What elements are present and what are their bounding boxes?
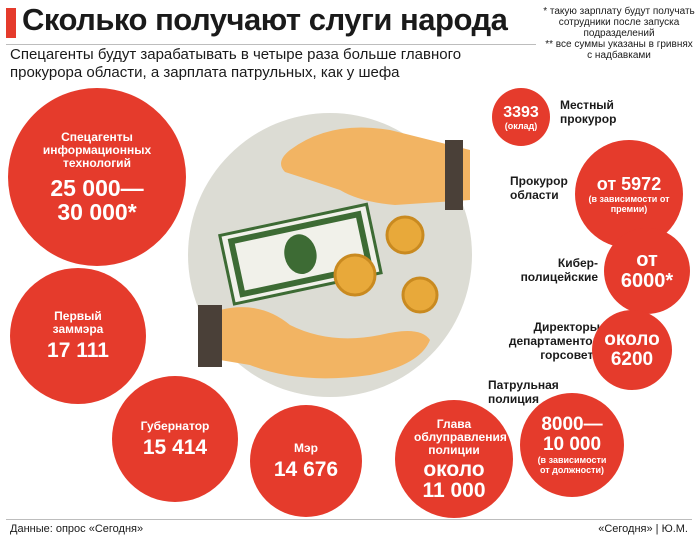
title-accent-bar bbox=[6, 8, 16, 38]
cyber-police-value-1: от bbox=[636, 249, 658, 271]
cyber-police-label: Кибер-полицейские bbox=[520, 256, 598, 284]
governor-label: Губернатор bbox=[140, 418, 210, 433]
circle-regional-police-chief: Глава облуправления полиции около 11 000 bbox=[395, 400, 513, 518]
banknote-emblem bbox=[284, 234, 317, 275]
patrol-police-value-1: 8000— bbox=[541, 414, 603, 435]
regional-police-chief-value-1: около bbox=[423, 457, 485, 481]
upper-sleeve bbox=[445, 140, 463, 210]
special-agents-value-1: 25 000— bbox=[50, 174, 144, 201]
patrol-police-value-2: 10 000 bbox=[542, 434, 602, 455]
city-directors-value-1: около bbox=[604, 329, 660, 350]
lower-hand-shape bbox=[220, 307, 430, 379]
special-agents-label: Спецагенты информационных технологий bbox=[42, 129, 152, 170]
footnote-1: * такую зарплату будут получать сотрудни… bbox=[543, 6, 695, 39]
circle-city-directors: около 6200 bbox=[592, 310, 672, 390]
cyber-police-value-2: 6000* bbox=[620, 270, 674, 292]
local-prosecutor-sub: (оклад) bbox=[504, 120, 538, 131]
local-prosecutor-label: Местный прокурор bbox=[560, 98, 617, 126]
lower-sleeve bbox=[198, 305, 222, 367]
circle-regional-prosecutor: от 5972 (в зависимости от премии) bbox=[575, 140, 683, 248]
governor-value: 15 414 bbox=[142, 435, 208, 459]
footer-credit: «Сегодня» | Ю.М. bbox=[598, 523, 688, 535]
regional-prosecutor-sub: (в зависимости от премии) bbox=[588, 194, 670, 214]
upper-hand-shape bbox=[281, 127, 470, 205]
city-directors-value-2: 6200 bbox=[610, 349, 654, 370]
circle-first-deputy-mayor: Первый заммэра 17 111 bbox=[10, 268, 146, 404]
regional-prosecutor-value: от 5972 bbox=[596, 174, 662, 194]
circle-cyber-police: от 6000* bbox=[604, 228, 690, 314]
first-deputy-mayor-value: 17 111 bbox=[47, 339, 109, 362]
patrol-police-sub: (в зависимости от должности) bbox=[537, 455, 607, 475]
city-directors-label: Директоры департаментов горсовета bbox=[508, 320, 600, 362]
coin-3 bbox=[401, 276, 439, 314]
footnotes: * такую зарплату будут получать сотрудни… bbox=[543, 6, 695, 61]
regional-prosecutor-label: Прокурор области bbox=[510, 174, 568, 202]
circle-special-agents: Спецагенты информационных технологий 25 … bbox=[8, 88, 186, 266]
circle-patrol-police: 8000— 10 000 (в зависимости от должности… bbox=[520, 393, 624, 497]
regional-police-chief-label: Глава облуправления полиции bbox=[414, 416, 507, 457]
regional-police-chief-value-2: 11 000 bbox=[422, 478, 486, 502]
circle-local-prosecutor: 3393 (оклад) bbox=[492, 88, 550, 146]
footnote-2: ** все суммы указаны в гривнях с надбавк… bbox=[545, 39, 693, 61]
footer-source: Данные: опрос «Сегодня» bbox=[10, 523, 144, 535]
circle-mayor: Мэр 14 676 bbox=[250, 405, 362, 517]
coin-1 bbox=[385, 215, 425, 255]
circle-governor: Губернатор 15 414 bbox=[112, 376, 238, 502]
patrol-police-label: Патрульная полиция bbox=[488, 378, 559, 406]
local-prosecutor-value: 3393 bbox=[503, 103, 539, 121]
mayor-value: 14 676 bbox=[273, 457, 339, 481]
hands-money-illustration bbox=[188, 113, 472, 397]
footer-divider bbox=[6, 519, 692, 520]
coin-2 bbox=[333, 253, 377, 297]
special-agents-value-2: 30 000* bbox=[57, 198, 137, 225]
first-deputy-mayor-label: Первый заммэра bbox=[52, 309, 104, 336]
banknote-border bbox=[227, 210, 374, 298]
page-title: Сколько получают слуги народа bbox=[22, 2, 508, 37]
title-divider bbox=[6, 44, 536, 45]
mayor-label: Мэр bbox=[294, 440, 318, 455]
page-subtitle: Спецагенты будут зарабатывать в четыре р… bbox=[10, 46, 462, 81]
